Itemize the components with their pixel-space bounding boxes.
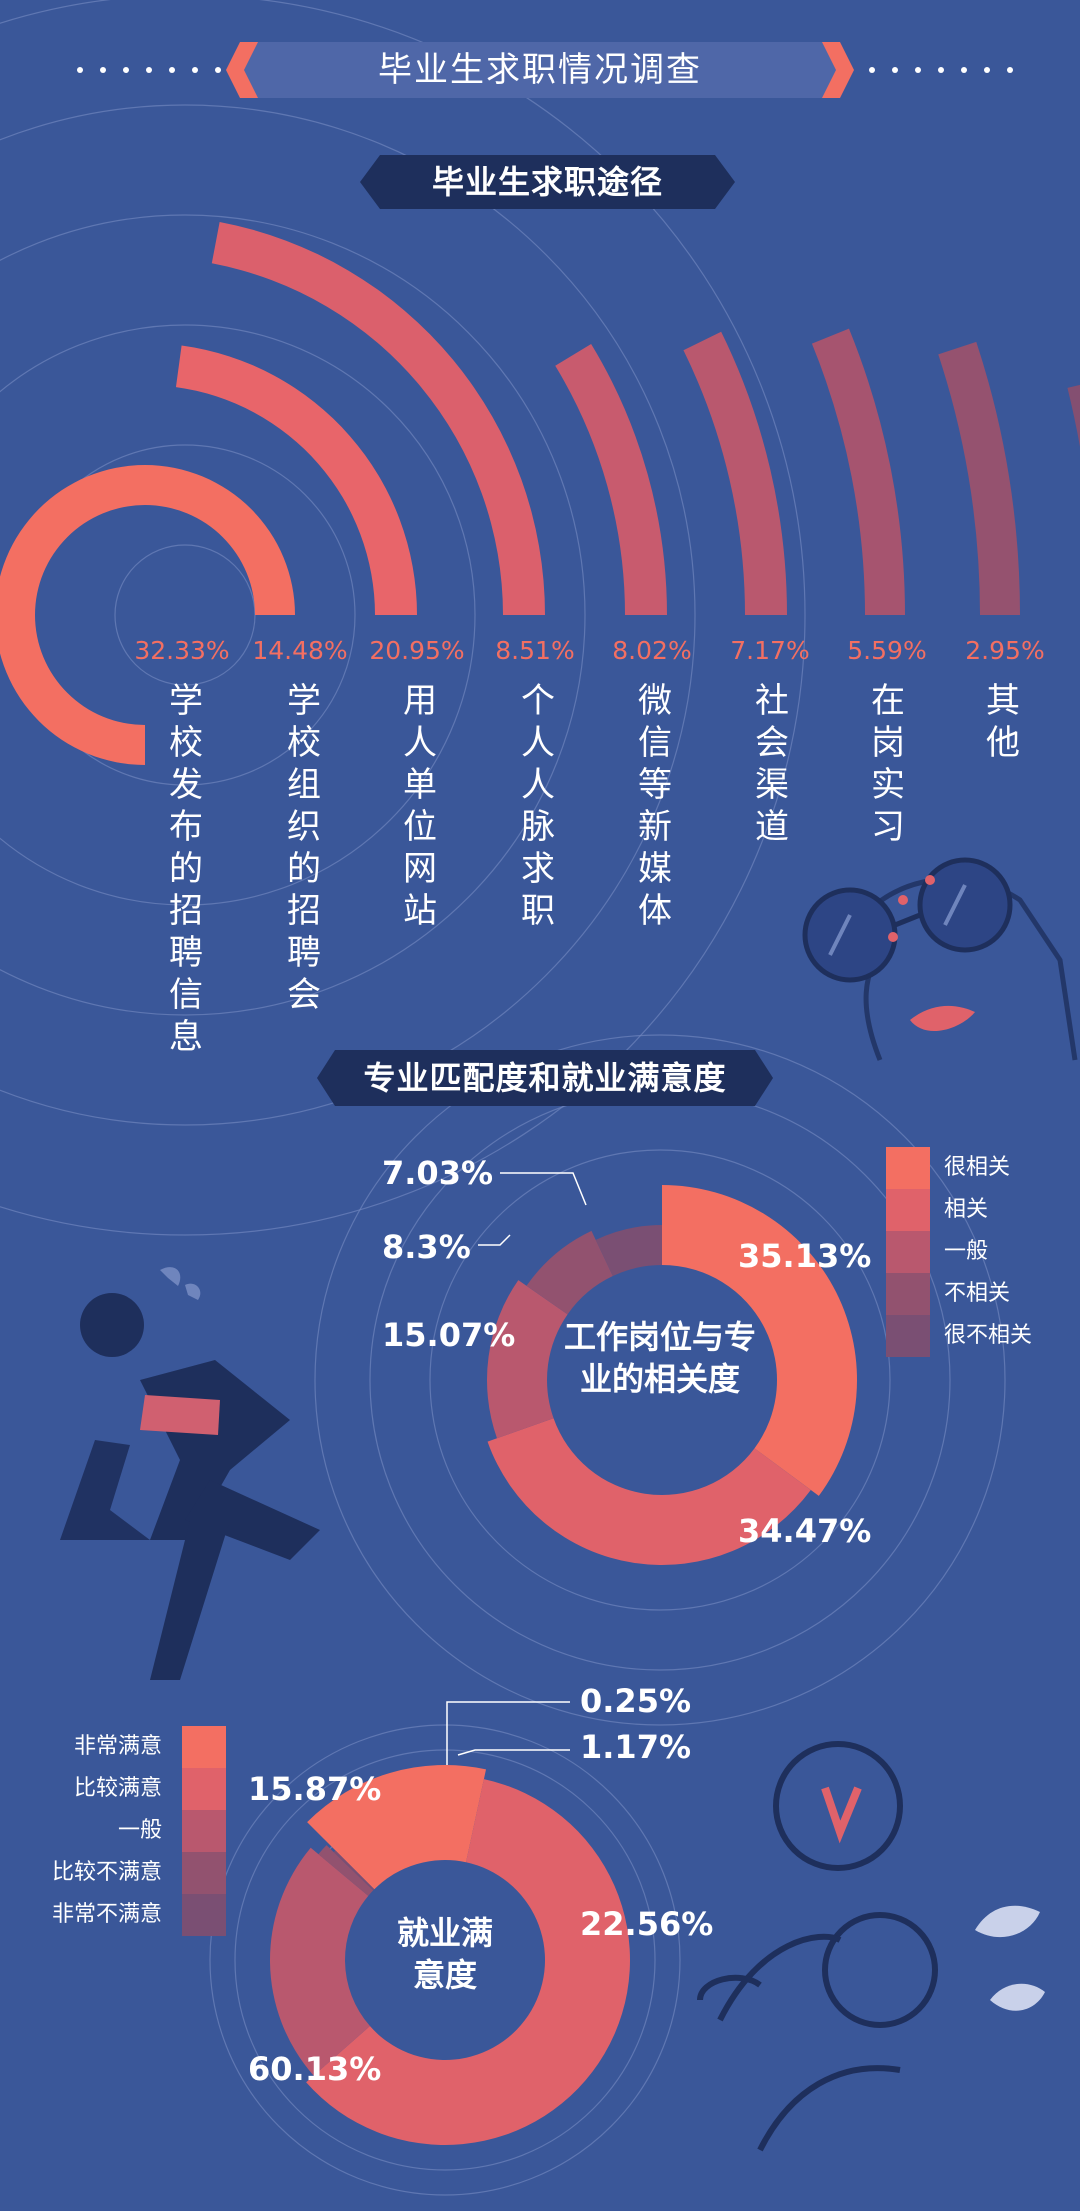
legend2-label: 非常不满意 bbox=[51, 1902, 162, 1927]
donut-slice bbox=[306, 1779, 631, 2145]
donut-slice bbox=[526, 1230, 613, 1315]
radial-bar bbox=[175, 345, 417, 615]
legend2-label: 一般 bbox=[117, 1818, 162, 1843]
section2-title: 专业匹配度和就业满意度 bbox=[363, 1059, 727, 1097]
radial-bar bbox=[0, 465, 295, 765]
radial-bar bbox=[1067, 384, 1080, 448]
legend2-label: 比较不满意 bbox=[51, 1860, 162, 1885]
donut2-leader-lines bbox=[446, 1701, 570, 1765]
legend1-label: 很不相关 bbox=[944, 1323, 1033, 1348]
donut-slice bbox=[318, 1845, 374, 1896]
section2-badge bbox=[317, 1050, 773, 1106]
slice-label-satisfied: 60.13% bbox=[248, 2050, 382, 2088]
slice-label-not-relevant: 8.3% bbox=[382, 1228, 471, 1266]
header-banner bbox=[77, 42, 1013, 98]
bar-value-label: 32.33% bbox=[134, 636, 230, 665]
radial-bar bbox=[555, 343, 667, 615]
donut-slice bbox=[487, 1418, 811, 1565]
donut-slice bbox=[595, 1225, 662, 1277]
bar-category-label: 用人单位网站 bbox=[403, 681, 437, 931]
bar-value-label: 20.95% bbox=[369, 636, 465, 665]
slice-label-neutral: 22.56% bbox=[580, 1905, 714, 1943]
runner-illustration bbox=[60, 1267, 320, 1680]
donut-slice bbox=[307, 1765, 487, 1890]
slice-label-relevant: 34.47% bbox=[738, 1512, 872, 1550]
radial-bar bbox=[211, 222, 545, 616]
bar-category-label: 学校组织的招聘会 bbox=[287, 681, 321, 1015]
radial-bar bbox=[938, 341, 1020, 615]
donut-slice bbox=[333, 1850, 375, 1891]
legend1-label: 不相关 bbox=[944, 1281, 1011, 1306]
legend2-swatches bbox=[182, 1726, 226, 1936]
donut1-center-title: 工作岗位与专业的相关度 bbox=[563, 1318, 756, 1398]
bar-category-label: 学校发布的招聘信息 bbox=[169, 681, 203, 1057]
bar-value-label: 5.59% bbox=[847, 636, 927, 665]
worried-person-illustration bbox=[697, 1905, 1045, 2152]
legend1-label: 相关 bbox=[944, 1197, 989, 1222]
bar-value-label: 8.51% bbox=[495, 636, 575, 665]
satisfaction-donut-chart bbox=[269, 1765, 631, 2145]
slice-label-very-dissatisfied: 0.25% bbox=[580, 1682, 692, 1720]
slice-label-very-not-relevant: 7.03% bbox=[382, 1154, 494, 1192]
slice-label-dissatisfied: 1.17% bbox=[580, 1728, 692, 1766]
bar-value-label: 8.02% bbox=[612, 636, 692, 665]
relevance-donut-chart bbox=[487, 1185, 857, 1565]
legend2-label: 非常满意 bbox=[73, 1734, 162, 1759]
page-title: 毕业生求职情况调查 bbox=[378, 50, 702, 90]
bar-category-label: 微信等新媒体 bbox=[638, 681, 672, 931]
donut1-leader-lines bbox=[478, 1172, 587, 1246]
bar-category-label: 其他 bbox=[986, 681, 1020, 763]
radial-bar bbox=[683, 331, 787, 615]
legend2-label: 比较满意 bbox=[73, 1776, 162, 1801]
decorative-rings-top bbox=[0, 0, 806, 1236]
radial-bar-chart bbox=[0, 222, 1080, 765]
legend1-label: 一般 bbox=[944, 1239, 989, 1264]
bar-category-label: 在岗实习 bbox=[871, 681, 905, 847]
bar-category-label: 个人人脉求职 bbox=[521, 681, 555, 931]
donut-slice bbox=[662, 1185, 857, 1496]
legend1-label: 很相关 bbox=[944, 1155, 1011, 1180]
donut-slice bbox=[487, 1280, 568, 1439]
bar-value-label: 7.17% bbox=[730, 636, 810, 665]
section1-badge bbox=[360, 155, 735, 209]
clock-icon bbox=[773, 1741, 903, 1871]
section1-title: 毕业生求职途径 bbox=[431, 163, 663, 201]
donut2-center-title: 就业满意度 bbox=[396, 1914, 493, 1994]
slice-label-very-satisfied: 15.87% bbox=[248, 1770, 382, 1808]
donut-slice bbox=[269, 1847, 370, 2076]
bar-value-label: 14.48% bbox=[252, 636, 348, 665]
legend1-swatches bbox=[886, 1147, 930, 1357]
slice-label-very-relevant: 35.13% bbox=[738, 1237, 872, 1275]
binoculars-icon bbox=[802, 857, 1078, 1061]
bar-category-label: 社会渠道 bbox=[755, 681, 789, 847]
slice-label-neutral: 15.07% bbox=[382, 1316, 516, 1354]
radial-bar bbox=[811, 328, 905, 615]
bar-value-label: 2.95% bbox=[965, 636, 1045, 665]
